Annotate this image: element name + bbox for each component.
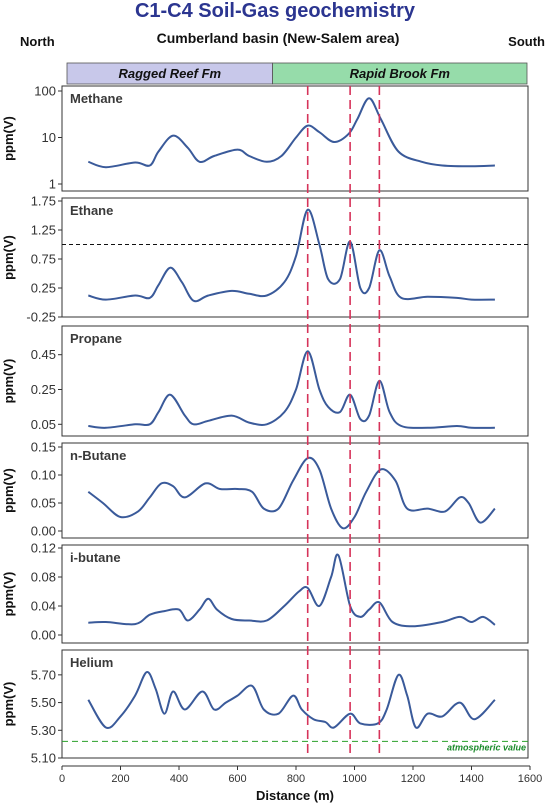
panel-frame <box>61 442 529 539</box>
formation-band-2 <box>272 62 528 85</box>
y-tick-label: 0.05 <box>31 496 56 511</box>
y-tick-label: 0.04 <box>31 599 56 614</box>
y-tick-label: 0.05 <box>31 417 56 432</box>
x-axis: 0 200 400 600 800 1000 1200 1400 1600 <box>59 765 542 785</box>
y-tick-label: 1.75 <box>31 194 56 209</box>
y-tick-label: 0.12 <box>31 541 56 556</box>
y-tick-label: 0.08 <box>31 570 56 585</box>
panel-helium: 5.10 5.30 5.50 5.70 ppm(V) Helium atmospheric … <box>1 649 529 766</box>
vertical-markers <box>306 86 381 758</box>
panel-name: i-butane <box>70 550 121 565</box>
x-tick-label: 1600 <box>518 773 542 785</box>
y-tick-label: 0.10 <box>31 468 56 483</box>
y-tick-label: 5.70 <box>31 667 56 682</box>
north-label: North <box>20 34 55 49</box>
y-tick-label: 0.00 <box>31 628 56 643</box>
y-tick-label: 1.25 <box>31 223 56 238</box>
panel-frame <box>61 649 529 759</box>
panel-name: Methane <box>70 91 123 106</box>
chart-subtitle: Cumberland basin (New-Salem area) <box>157 30 400 46</box>
panel-name: n-Butane <box>70 448 126 463</box>
panel-methane: 1 10 100 ppm(V) Methane <box>1 84 529 192</box>
series-line-ethane <box>88 208 495 303</box>
y-tick-label: 5.10 <box>31 751 56 766</box>
panels: 1 10 100 ppm(V) Methane -0.25 0.25 0.75 1.25 1.75… <box>1 84 529 766</box>
y-tick-label: 0.00 <box>31 524 56 539</box>
y-tick-label: 0.45 <box>31 347 56 362</box>
x-axis-label: Distance (m) <box>256 788 334 803</box>
y-tick-label: 0.25 <box>31 382 56 397</box>
y-tick-label: 100 <box>34 84 56 99</box>
x-tick-label: 600 <box>228 773 246 785</box>
panel-name: Ethane <box>70 203 113 218</box>
formation-bar: Ragged Reef Fm Rapid Brook Fm <box>66 62 528 85</box>
y-tick-label: 1 <box>49 177 56 192</box>
panel-i-butane: 0.00 0.04 0.08 0.12 ppm(V) i-butane <box>1 541 529 644</box>
chart-title: C1-C4 Soil-Gas geochemistry <box>135 0 416 22</box>
x-tick-label: 200 <box>111 773 129 785</box>
series-line-methane <box>87 97 495 169</box>
series-line-n-butane <box>87 456 496 530</box>
y-tick-label: -0.25 <box>26 310 56 325</box>
panel-propane: 0.05 0.25 0.45 ppm(V) Propane <box>1 325 529 437</box>
x-tick-label: 0 <box>59 773 65 785</box>
x-tick-label: 800 <box>287 773 305 785</box>
x-tick-label: 1200 <box>401 773 425 785</box>
x-tick-label: 1000 <box>342 773 366 785</box>
y-tick-label: 10 <box>42 130 56 145</box>
y-axis-label: ppm(V) <box>1 359 16 404</box>
y-tick-label: 5.30 <box>31 723 56 738</box>
panel-frame <box>61 325 529 437</box>
y-tick-label: 0.15 <box>31 440 56 455</box>
y-axis-label: ppm(V) <box>1 468 16 513</box>
x-tick-label: 400 <box>170 773 188 785</box>
y-tick-label: 0.75 <box>31 252 56 267</box>
x-tick-label: 1400 <box>459 773 483 785</box>
series-line-helium <box>87 671 496 730</box>
south-label: South <box>508 34 545 49</box>
atmospheric-label: atmospheric value <box>447 742 526 752</box>
y-tick-label: 5.50 <box>31 695 56 710</box>
formation-label: Ragged Reef Fm <box>119 66 222 81</box>
y-tick-label: 0.25 <box>31 281 56 296</box>
y-axis-label: ppm(V) <box>1 572 16 617</box>
y-axis-label: ppm(V) <box>1 235 16 280</box>
series-line-i-butane <box>88 553 496 628</box>
y-axis-label: ppm(V) <box>1 116 16 161</box>
series-line-propane <box>88 350 495 429</box>
panel-name: Helium <box>70 655 113 670</box>
panel-name: Propane <box>70 331 122 346</box>
y-axis-label: ppm(V) <box>1 682 16 727</box>
panel-n-butane: 0.00 0.05 0.10 0.15 ppm(V) n-Butane <box>1 440 529 539</box>
panel-ethane: -0.25 0.25 0.75 1.25 1.75 ppm(V) Ethane <box>1 194 529 325</box>
formation-label: Rapid Brook Fm <box>350 66 451 81</box>
